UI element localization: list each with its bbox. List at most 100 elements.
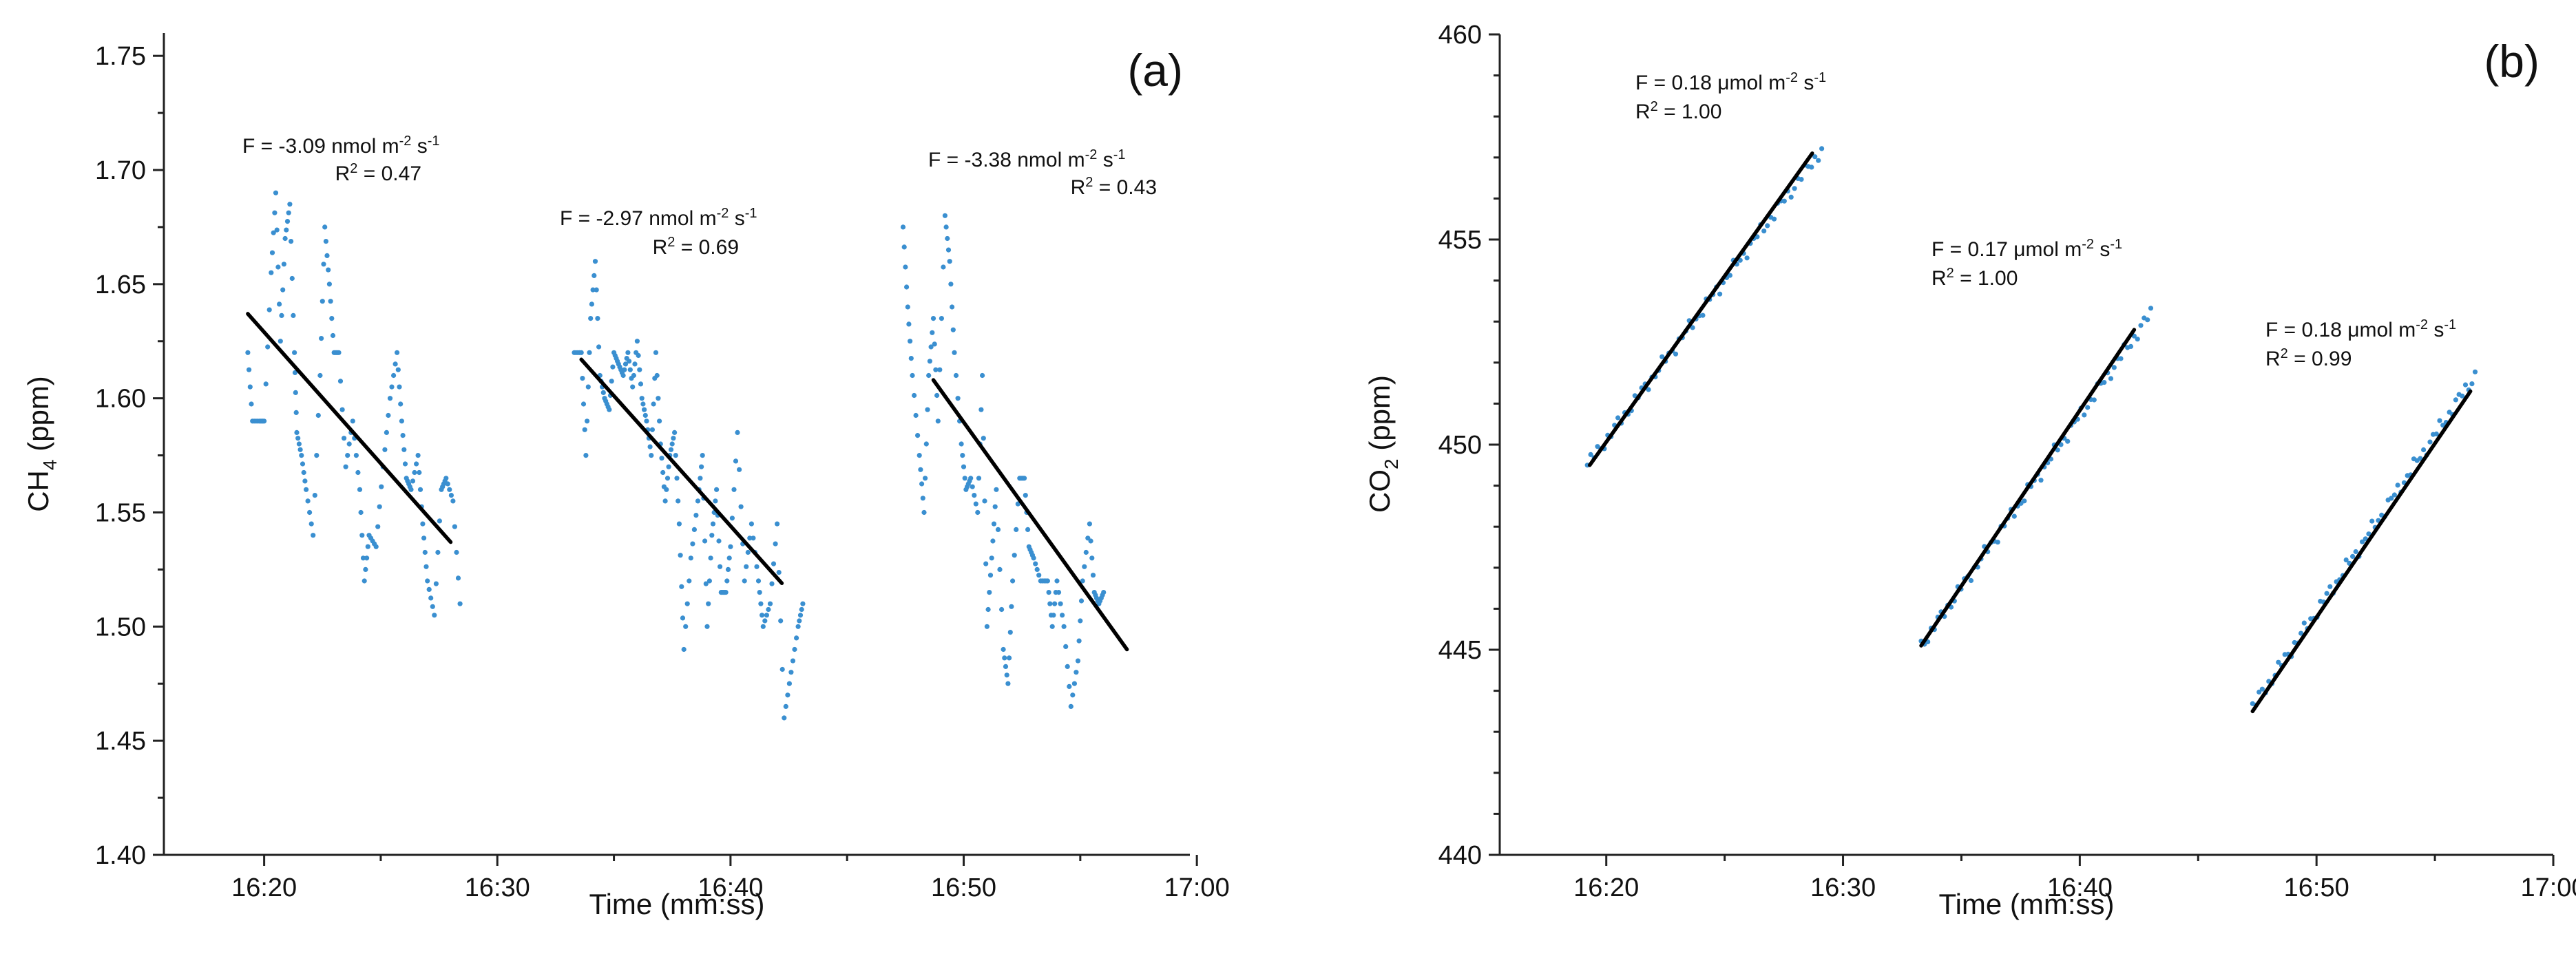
data-point xyxy=(653,350,659,355)
data-point xyxy=(2091,397,2097,403)
data-point xyxy=(649,453,654,458)
data-point xyxy=(690,541,695,547)
data-point xyxy=(594,287,599,293)
data-point xyxy=(947,259,952,264)
data-point xyxy=(738,504,744,509)
panel-b-co2: 440 445 450 455 460 16:20 16:30 16:40 16:50 17:00… xyxy=(1363,21,2576,920)
data-point xyxy=(935,418,941,424)
data-point xyxy=(726,555,732,561)
data-point xyxy=(970,484,975,489)
panel-a-ch4: 1.40 1.45 1.50 1.55 1.60 1.65 1.70 1.75 16:20 16:… xyxy=(22,33,1230,920)
y-tick-label: 1.50 xyxy=(95,613,146,641)
data-point xyxy=(2082,412,2087,418)
data-point xyxy=(2118,356,2124,361)
data-point xyxy=(723,590,729,595)
panel-a-label: (a) xyxy=(1127,45,1183,96)
data-point xyxy=(930,330,935,335)
data-point xyxy=(700,453,705,458)
data-point xyxy=(269,250,275,255)
x-tick-label: 16:20 xyxy=(1573,873,1639,902)
data-point xyxy=(649,427,656,432)
x-tick-label: 16:40 xyxy=(698,873,763,902)
panel-b-y-axis-title: CO2 (ppm) xyxy=(1363,375,1402,513)
data-point xyxy=(247,367,252,372)
data-point xyxy=(262,418,267,424)
data-point xyxy=(933,367,939,372)
data-point xyxy=(788,670,794,675)
data-point xyxy=(654,372,660,379)
data-point xyxy=(345,453,350,458)
data-point xyxy=(775,521,780,527)
data-point xyxy=(317,372,323,379)
data-point xyxy=(980,372,985,379)
data-point xyxy=(609,379,614,384)
data-point xyxy=(1060,613,1065,618)
data-point xyxy=(631,372,637,379)
data-point xyxy=(737,467,742,472)
data-point xyxy=(1054,578,1060,584)
data-point xyxy=(2460,393,2465,399)
data-point xyxy=(959,441,964,447)
data-point xyxy=(1690,325,1695,330)
data-point xyxy=(269,270,274,275)
data-point xyxy=(423,564,429,569)
data-point xyxy=(676,521,682,527)
data-point xyxy=(978,407,984,412)
data-point xyxy=(797,618,802,624)
data-point xyxy=(2353,549,2358,555)
data-point xyxy=(1070,692,1076,698)
data-point xyxy=(764,613,769,618)
data-point xyxy=(245,350,251,355)
data-point xyxy=(932,341,937,347)
data-point xyxy=(2022,498,2027,504)
data-point xyxy=(622,361,629,367)
data-point xyxy=(797,613,804,618)
regression-line xyxy=(579,357,784,586)
data-point xyxy=(295,436,301,441)
data-point xyxy=(680,615,686,621)
data-point xyxy=(708,555,713,561)
data-point xyxy=(1049,624,1055,629)
data-point xyxy=(644,418,649,424)
data-point xyxy=(425,578,430,584)
data-point xyxy=(391,372,397,379)
data-point xyxy=(1809,165,1814,170)
data-point xyxy=(448,493,454,498)
data-point xyxy=(379,484,384,489)
data-point xyxy=(681,646,687,653)
data-point xyxy=(346,441,352,447)
data-point xyxy=(350,418,355,424)
data-point xyxy=(2360,539,2365,544)
data-point xyxy=(330,332,336,339)
data-point xyxy=(286,210,291,215)
data-point xyxy=(2440,423,2446,428)
data-point xyxy=(307,509,313,516)
data-point xyxy=(600,390,606,396)
data-point xyxy=(915,433,921,438)
data-point xyxy=(1058,601,1063,606)
data-point xyxy=(666,464,671,469)
data-point xyxy=(908,356,914,361)
data-point xyxy=(627,359,632,364)
data-point xyxy=(591,273,597,278)
y-tick-label: 455 xyxy=(1438,226,1482,255)
data-point xyxy=(353,453,359,458)
data-point xyxy=(430,604,435,609)
data-point xyxy=(337,379,344,384)
data-point xyxy=(1080,578,1085,584)
data-point xyxy=(683,624,689,629)
panel-a-r2-2: R2 = 0.69 xyxy=(653,235,739,259)
data-point xyxy=(983,561,989,566)
panel-b-flux-2: F = 0.17 μmol m-2 s-1 xyxy=(1931,237,2122,261)
data-point xyxy=(927,359,932,364)
data-point xyxy=(698,476,703,481)
data-point xyxy=(2128,343,2134,349)
data-point xyxy=(279,312,284,318)
data-point xyxy=(1071,681,1077,686)
data-point xyxy=(987,590,992,595)
data-point xyxy=(1078,618,1083,624)
data-point xyxy=(638,381,644,387)
data-point xyxy=(622,367,627,372)
data-point xyxy=(625,350,631,355)
data-point xyxy=(417,469,422,476)
